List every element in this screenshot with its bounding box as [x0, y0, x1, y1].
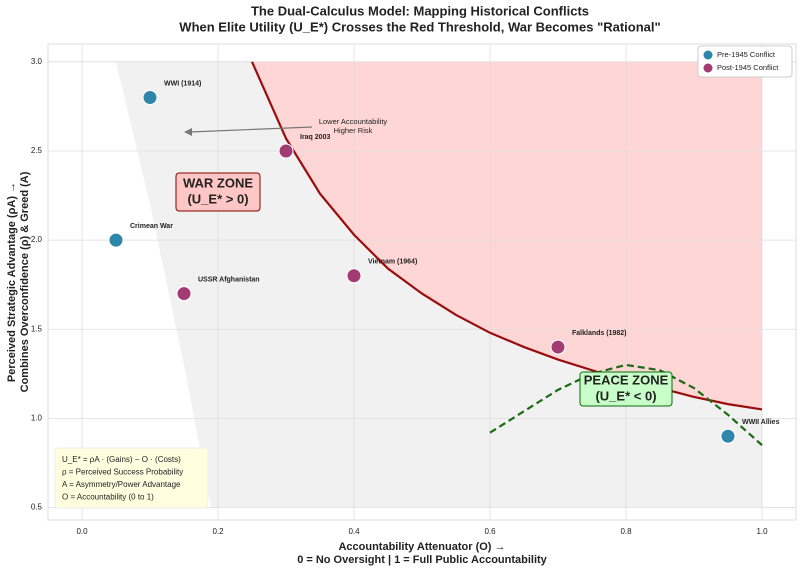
x-tick-label: 1.0 — [756, 527, 768, 536]
data-point — [278, 143, 294, 159]
legend-marker — [703, 63, 713, 73]
arrow-head — [184, 128, 192, 136]
point-label: WWI (1914) — [164, 80, 201, 87]
y-tick-label: 1.0 — [31, 413, 43, 422]
y-tick-label: 3.0 — [31, 57, 43, 66]
data-point — [550, 339, 566, 355]
point-label: Vietnam (1964) — [368, 259, 417, 266]
arrow-note: Lower Accountability — [319, 117, 388, 126]
war-zone-text: (U_E* > 0) — [187, 191, 248, 206]
y-tick-label: 2.0 — [31, 235, 43, 244]
war-region — [252, 61, 762, 410]
peace-zone-text: PEACE ZONE — [584, 372, 669, 387]
arrow-line — [189, 126, 313, 133]
formula-text: O = Accountability (0 to 1) — [62, 493, 154, 502]
x-axis-label: Accountability Attenuator (O) → — [338, 541, 505, 553]
point-label: Iraq 2003 — [300, 134, 330, 141]
x-tick-label: 0.0 — [76, 527, 88, 536]
war-zone-text: WAR ZONE — [183, 175, 253, 190]
chart-title: The Dual-Calculus Model: Mapping Histori… — [251, 3, 589, 18]
y-tick-label: 2.5 — [31, 146, 43, 155]
x-tick-label: 0.6 — [484, 527, 496, 536]
arrow-note: Higher Risk — [334, 126, 373, 135]
legend-box — [697, 45, 793, 78]
threshold-curve — [250, 61, 763, 411]
legend-label: Post-1945 Conflict — [717, 63, 779, 72]
peace-zone-text: (U_E* < 0) — [595, 388, 656, 403]
formula-text: ρ = Perceived Success Probability — [62, 468, 183, 477]
point-label: Falklands (1982) — [572, 330, 626, 337]
point-label: WWII Allies — [742, 419, 780, 426]
x-tick-label: 0.4 — [348, 527, 360, 536]
x-tick-label: 0.2 — [212, 527, 224, 536]
data-point — [176, 286, 192, 302]
point-label: USSR Afghanistan — [198, 276, 260, 283]
x-tick-label: 0.8 — [620, 527, 632, 536]
y-tick-label: 0.5 — [31, 503, 43, 512]
data-point — [108, 232, 124, 248]
y-axis-sublabel: Combines Overconfidence (ρ) & Greed (A) — [19, 171, 31, 392]
point-label: Crimean War — [130, 223, 173, 230]
data-point — [346, 268, 362, 284]
peace-zone-box — [579, 371, 673, 407]
data-point — [142, 89, 158, 105]
formula-text: A = Asymmetry/Power Advantage — [62, 480, 181, 489]
formula-text: U_E* = ρA · (Gains) − O · (Costs) — [62, 455, 181, 464]
war-zone-box — [175, 172, 261, 212]
x-axis-sublabel: 0 = No Oversight | 1 = Full Public Accou… — [297, 554, 547, 566]
legend-label: Pre-1945 Conflict — [717, 50, 776, 59]
chart-subtitle: When Elite Utility (U_E*) Crosses the Re… — [179, 19, 660, 34]
formula-box — [54, 447, 209, 509]
y-axis-label: Perceived Strategic Advantage (ρA) → — [6, 182, 18, 382]
y-tick-label: 1.5 — [31, 324, 43, 333]
data-point — [720, 428, 736, 444]
peace-curve — [489, 363, 763, 446]
legend-marker — [703, 50, 713, 60]
